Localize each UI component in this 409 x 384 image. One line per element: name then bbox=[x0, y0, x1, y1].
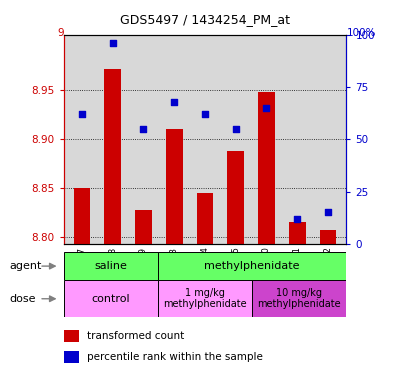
Text: transformed count: transformed count bbox=[87, 331, 184, 341]
Point bbox=[263, 105, 269, 111]
Point bbox=[140, 126, 146, 132]
Point bbox=[201, 111, 208, 117]
Bar bbox=[63, 280, 157, 317]
Bar bbox=[165, 129, 182, 244]
Text: methylphenidate: methylphenidate bbox=[204, 261, 299, 271]
Text: percentile rank within the sample: percentile rank within the sample bbox=[87, 352, 262, 362]
Bar bbox=[319, 230, 336, 244]
Point bbox=[324, 209, 330, 215]
Text: control: control bbox=[91, 293, 130, 304]
Bar bbox=[227, 151, 244, 244]
Text: 1 mg/kg
methylphenidate: 1 mg/kg methylphenidate bbox=[163, 288, 246, 310]
Point bbox=[79, 111, 85, 117]
Bar bbox=[288, 222, 305, 244]
Text: 100%: 100% bbox=[346, 28, 375, 38]
Text: agent: agent bbox=[9, 261, 41, 271]
Bar bbox=[135, 210, 152, 244]
Text: GDS5497 / 1434254_PM_at: GDS5497 / 1434254_PM_at bbox=[120, 13, 289, 26]
Point bbox=[171, 98, 177, 104]
Bar bbox=[104, 69, 121, 244]
Point bbox=[109, 40, 116, 46]
Bar bbox=[257, 92, 274, 244]
Bar bbox=[157, 280, 252, 317]
Bar bbox=[63, 351, 79, 363]
Bar bbox=[63, 252, 157, 280]
Text: 9: 9 bbox=[57, 28, 63, 38]
Text: saline: saline bbox=[94, 261, 127, 271]
Bar bbox=[63, 329, 79, 342]
Bar bbox=[73, 188, 90, 244]
Point bbox=[293, 216, 300, 222]
Text: dose: dose bbox=[9, 294, 36, 304]
Bar bbox=[157, 252, 346, 280]
Bar bbox=[252, 280, 346, 317]
Text: 10 mg/kg
methylphenidate: 10 mg/kg methylphenidate bbox=[257, 288, 340, 310]
Point bbox=[232, 126, 238, 132]
Bar bbox=[196, 193, 213, 244]
